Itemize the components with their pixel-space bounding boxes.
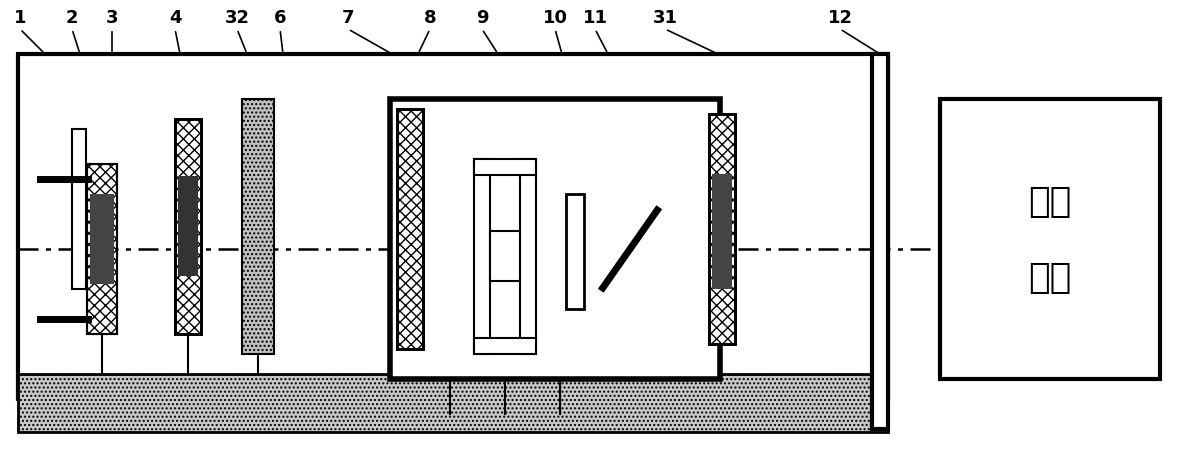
Bar (712, 175, 732, 290)
Bar (565, 194, 583, 309)
Bar (179, 177, 198, 276)
Bar (175, 120, 201, 334)
Bar (709, 115, 736, 344)
Text: 1: 1 (13, 9, 26, 27)
Bar (87, 165, 117, 334)
Text: 9: 9 (476, 9, 489, 27)
Bar (397, 110, 423, 349)
Bar (872, 55, 888, 429)
Text: 6: 6 (274, 9, 286, 27)
Bar (18, 374, 888, 432)
Bar (242, 100, 274, 354)
Text: 4: 4 (169, 9, 181, 27)
Bar (18, 55, 888, 399)
Bar (175, 120, 201, 334)
Text: 31: 31 (653, 9, 678, 27)
Text: 3: 3 (105, 9, 119, 27)
Bar (391, 100, 720, 379)
Text: 8: 8 (424, 9, 436, 27)
Bar (709, 115, 736, 344)
Bar (474, 160, 490, 354)
Text: 2: 2 (66, 9, 78, 27)
Text: 32: 32 (224, 9, 249, 27)
Text: 10: 10 (543, 9, 568, 27)
Bar (474, 160, 536, 175)
Text: 系统: 系统 (1028, 260, 1072, 295)
Bar (490, 231, 520, 281)
Text: 11: 11 (582, 9, 607, 27)
Bar (397, 110, 423, 349)
Bar (72, 130, 86, 290)
Bar (474, 338, 536, 354)
Bar (520, 160, 536, 354)
Text: 测量: 测量 (1028, 184, 1072, 219)
Text: 7: 7 (341, 9, 355, 27)
Bar (940, 100, 1160, 379)
Bar (87, 165, 117, 334)
Bar (90, 194, 114, 285)
Text: 12: 12 (828, 9, 853, 27)
